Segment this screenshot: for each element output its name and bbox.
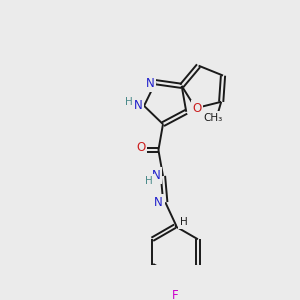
Text: N: N	[146, 77, 155, 90]
Text: H: H	[125, 97, 133, 107]
Text: N: N	[134, 99, 142, 112]
Text: O: O	[136, 141, 145, 154]
Text: CH₃: CH₃	[204, 113, 223, 123]
Text: N: N	[154, 196, 163, 209]
Text: H: H	[146, 176, 153, 186]
Text: O: O	[192, 102, 202, 115]
Text: F: F	[172, 290, 178, 300]
Text: N: N	[152, 169, 161, 182]
Text: H: H	[180, 217, 188, 227]
